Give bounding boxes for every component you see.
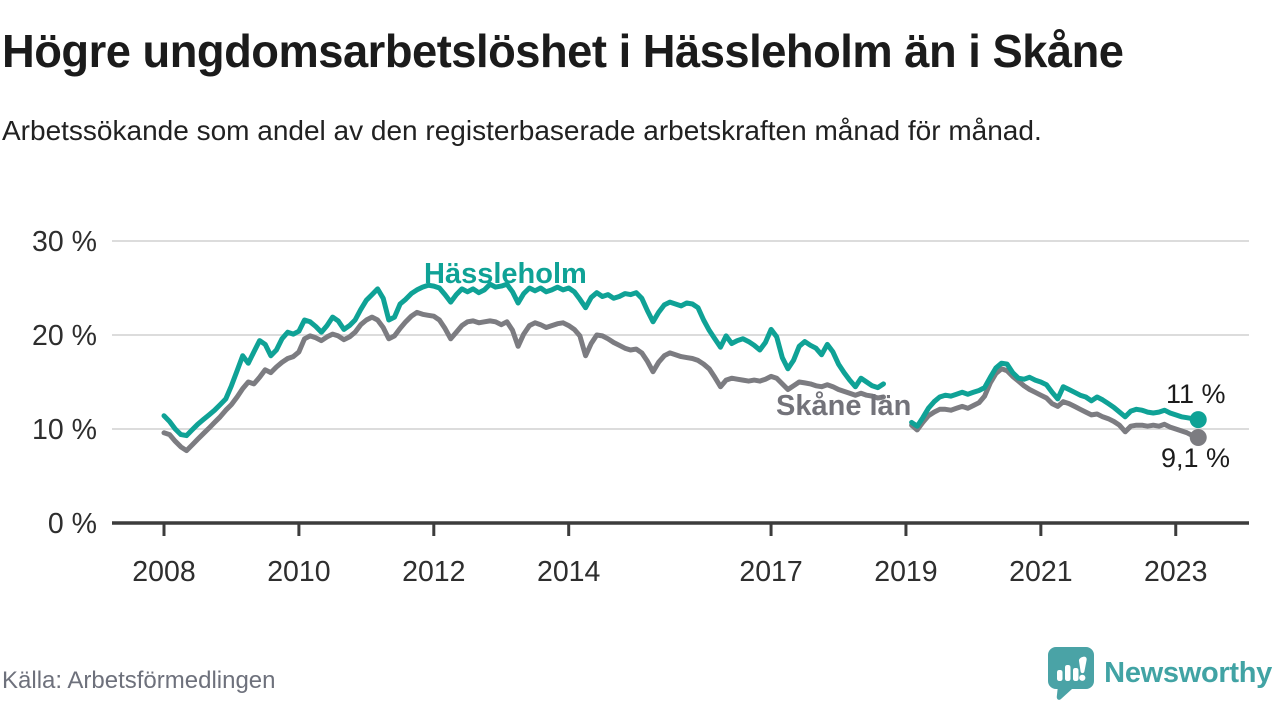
- x-tick-label-2012: 2012: [402, 556, 465, 588]
- y-tick-label-10: 10 %: [32, 414, 97, 446]
- y-tick-label-0: 0 %: [48, 508, 97, 540]
- x-tick-label-2019: 2019: [874, 556, 937, 588]
- chart-subtitle: Arbetssökande som andel av den registerb…: [2, 115, 1042, 146]
- x-tick-label-2023: 2023: [1144, 556, 1207, 588]
- brand-wordmark: Newsworthy: [1104, 656, 1272, 689]
- y-tick-label-30: 30 %: [32, 226, 97, 258]
- x-tick-label-2021: 2021: [1009, 556, 1072, 588]
- x-tick-label-2008: 2008: [132, 556, 195, 588]
- end-value-label-hassleholm: 11 %: [1166, 379, 1226, 409]
- series-line-h-ssleholm-seg0: [161, 281, 886, 439]
- end-value-label-skane: 9,1 %: [1161, 443, 1231, 473]
- source-credit: Källa: Arbetsförmedlingen: [2, 667, 276, 694]
- series-end-dot-sk-ne-l-n: [1189, 428, 1207, 446]
- series-end-dot-h-ssleholm: [1189, 411, 1207, 429]
- series-label-skane-lan: Skåne län: [776, 390, 912, 422]
- series-label-hassleholm: Hässleholm: [424, 258, 587, 290]
- x-tick-label-2010: 2010: [267, 556, 330, 588]
- newsworthy-bubble-icon: [1048, 647, 1095, 700]
- page-title: Högre ungdomsarbetslöshet i Hässleholm ä…: [2, 25, 1124, 77]
- x-tick-label-2017: 2017: [739, 556, 802, 588]
- series-line-sk-ne-l-n-seg0: [161, 309, 886, 454]
- series-line-sk-ne-l-n-seg1: [909, 366, 1201, 440]
- brand-logo: Newsworthy: [1046, 645, 1272, 701]
- x-tick-label-2014: 2014: [537, 556, 601, 588]
- series-line-h-ssleholm-seg1: [909, 360, 1201, 429]
- y-tick-label-20: 20 %: [32, 320, 97, 352]
